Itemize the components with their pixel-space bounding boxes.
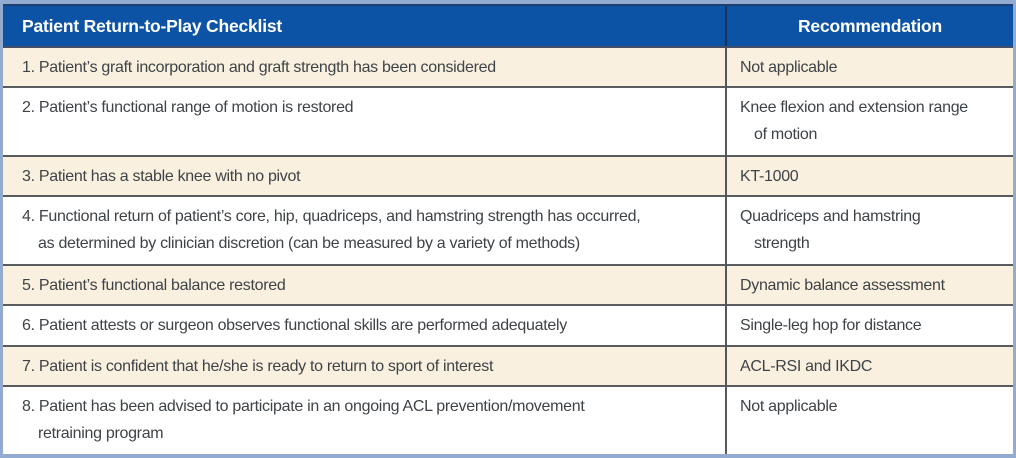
recommendation-cell: Dynamic balance assessment [725, 265, 1013, 306]
recommendation-cell: Knee flexion and extension range of motio… [725, 87, 1013, 156]
cell-line: as determined by clinician discretion (c… [38, 235, 580, 253]
recommendation-cell: ACL-RSI and IKDC [725, 345, 1013, 387]
column-header-recommendation: Recommendation [725, 4, 1013, 48]
cell-line: of motion [754, 126, 818, 144]
checklist-cell: 7. Patient is confident that he/she is r… [3, 345, 726, 387]
cell-line: Dynamic balance assessment [740, 277, 945, 294]
checklist-cell: 1. Patient’s graft incorporation and gra… [3, 47, 726, 88]
checklist-cell: 2. Patient’s functional range of motion … [3, 87, 726, 156]
cell-line: Quadriceps and hamstring [740, 208, 921, 226]
cell-line: Not applicable [740, 59, 838, 76]
table-body: 1. Patient’s graft incorporation and gra… [3, 47, 1013, 454]
cell-line: 2. Patient’s functional range of motion … [22, 99, 354, 117]
column-header-checklist: Patient Return-to-Play Checklist [3, 4, 726, 48]
table-row: 5. Patient’s functional balance restored… [3, 265, 1013, 306]
recommendation-cell: KT-1000 [725, 156, 1013, 197]
cell-line: 8. Patient has been advised to participa… [22, 398, 585, 416]
cell-line: KT-1000 [740, 168, 799, 185]
cell-line: Knee flexion and extension range [740, 99, 968, 117]
cell-line: 6. Patient attests or surgeon observes f… [22, 317, 567, 335]
cell-line: retraining program [38, 425, 164, 443]
table-row: 4. Functional return of patient’s core, … [3, 196, 1013, 265]
cell-line: Single-leg hop for distance [740, 317, 922, 335]
checklist-table: Patient Return-to-Play Checklist Recomme… [3, 4, 1013, 454]
recommendation-cell: Not applicable [725, 386, 1013, 454]
table-row: 6. Patient attests or surgeon observes f… [3, 305, 1013, 346]
recommendation-cell: Quadriceps and hamstring strength [725, 196, 1013, 265]
checklist-cell: 4. Functional return of patient’s core, … [3, 196, 726, 265]
cell-line: 5. Patient’s functional balance restored [22, 277, 286, 294]
cell-line: 4. Functional return of patient’s core, … [22, 208, 641, 226]
cell-line: strength [754, 235, 810, 253]
table-header: Patient Return-to-Play Checklist Recomme… [3, 4, 1013, 48]
cell-line: 1. Patient’s graft incorporation and gra… [22, 59, 496, 76]
cell-line: 3. Patient has a stable knee with no piv… [22, 168, 301, 185]
header-row: Patient Return-to-Play Checklist Recomme… [3, 4, 1013, 48]
recommendation-cell: Not applicable [725, 47, 1013, 88]
table-row: 2. Patient’s functional range of motion … [3, 87, 1013, 156]
table-row: 7. Patient is confident that he/she is r… [3, 345, 1013, 387]
cell-line: 7. Patient is confident that he/she is r… [22, 357, 494, 375]
checklist-cell: 3. Patient has a stable knee with no piv… [3, 156, 726, 197]
checklist-cell: 8. Patient has been advised to participa… [3, 386, 726, 454]
cell-line: ACL-RSI and IKDC [740, 357, 873, 375]
checklist-cell: 5. Patient’s functional balance restored [3, 265, 726, 306]
cell-line: Not applicable [740, 398, 838, 416]
recommendation-cell: Single-leg hop for distance [725, 305, 1013, 346]
table-row: 1. Patient’s graft incorporation and gra… [3, 47, 1013, 88]
table-row: 8. Patient has been advised to participa… [3, 386, 1013, 454]
table-row: 3. Patient has a stable knee with no piv… [3, 156, 1013, 197]
checklist-cell: 6. Patient attests or surgeon observes f… [3, 305, 726, 346]
